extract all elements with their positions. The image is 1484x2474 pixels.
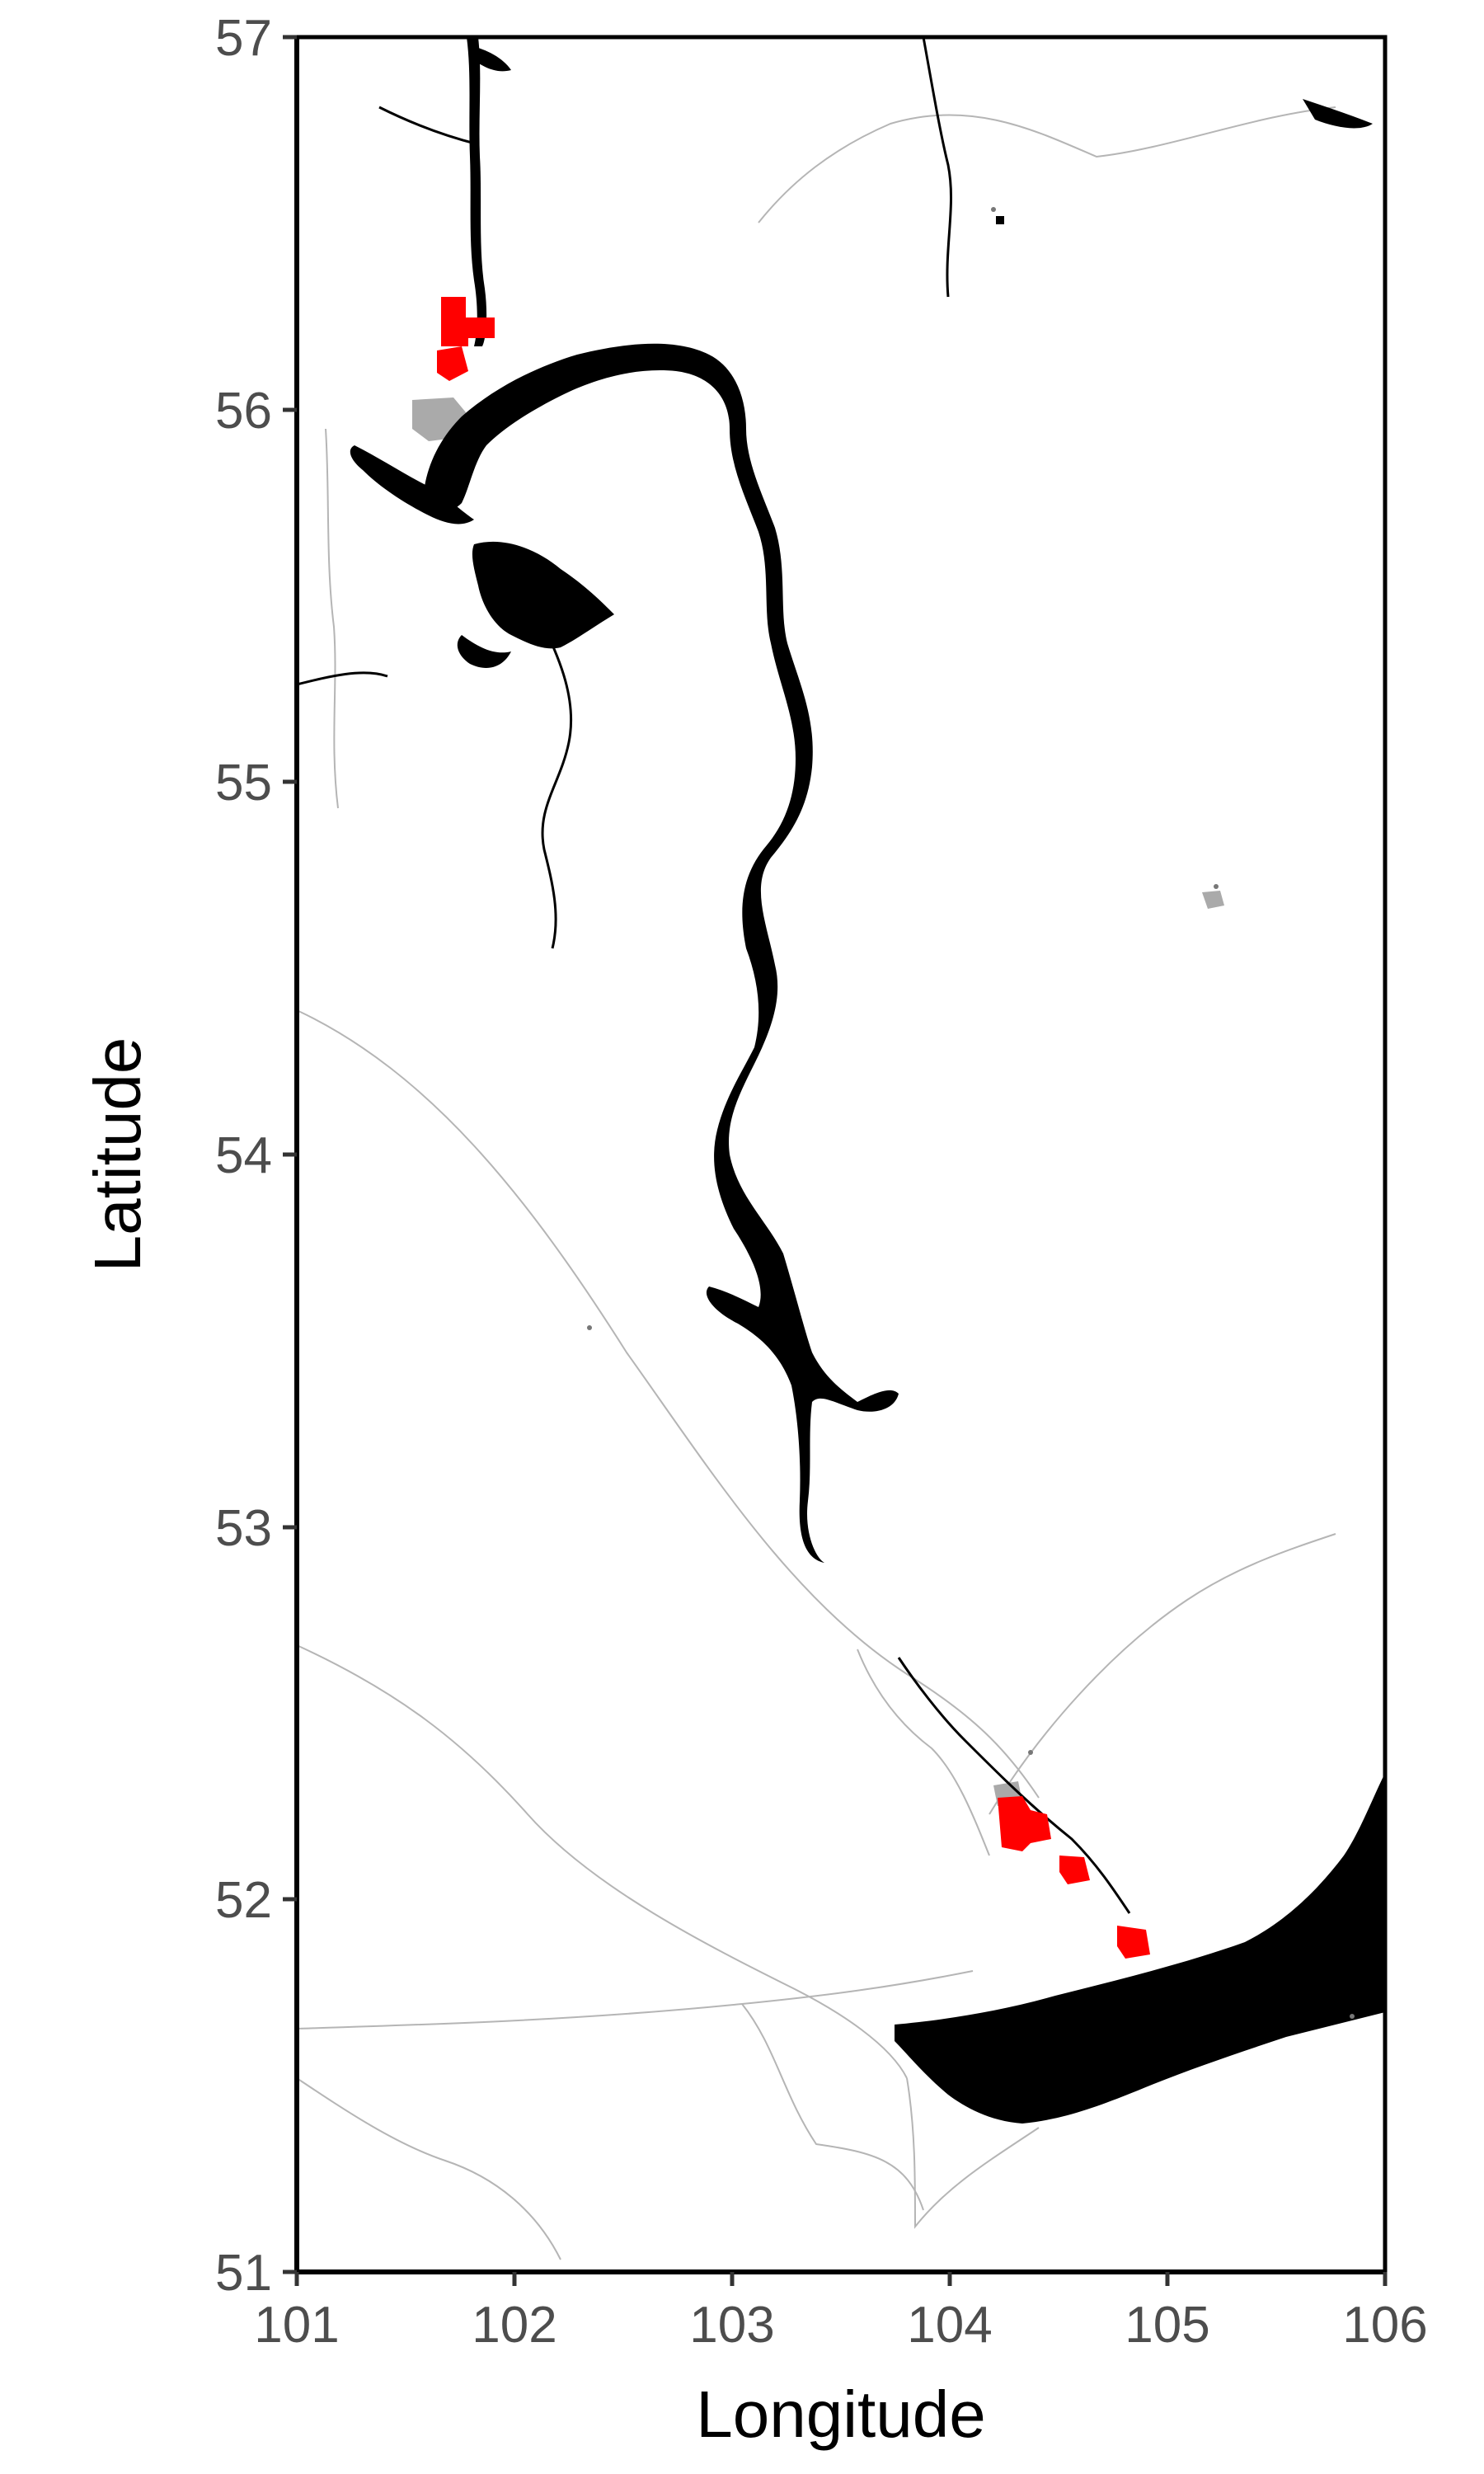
x-tick-label: 106 (1342, 2297, 1427, 2354)
water-bodies (350, 37, 1385, 2124)
town-marker (587, 1325, 592, 1330)
settlement-area (1202, 891, 1224, 909)
x-tick-labels: 101 102 103 104 105 106 (254, 2297, 1427, 2354)
river-line (538, 618, 573, 949)
road-line (989, 1533, 1336, 1815)
road-line (296, 1644, 908, 2079)
y-tick-label: 54 (215, 1127, 272, 1184)
x-tick-label: 103 (689, 2297, 774, 2354)
y-tick-label: 57 (215, 10, 272, 67)
highlight-segment (1059, 1856, 1090, 1884)
road-network (296, 106, 1336, 2260)
water-fragment (996, 216, 1004, 224)
y-tick-label: 53 (215, 1500, 272, 1557)
road-line (857, 1649, 990, 1856)
river-line (378, 106, 479, 146)
river-line (922, 36, 952, 298)
x-tick-label: 102 (472, 2297, 556, 2354)
water-fragment (1303, 99, 1373, 129)
road-line (296, 2077, 561, 2260)
town-marker (1028, 1750, 1033, 1755)
road-line (758, 106, 1336, 223)
x-tick-label: 104 (907, 2297, 992, 2354)
y-tick-label: 51 (215, 2245, 272, 2302)
river-line (296, 671, 388, 686)
road-line (325, 428, 339, 809)
town-marker (991, 207, 996, 212)
lake-southeast (895, 1773, 1385, 2124)
town-marker (1350, 2014, 1355, 2019)
highlight-segment (1117, 1926, 1150, 1959)
road-line (741, 2003, 924, 2211)
x-tick-label: 105 (1125, 2297, 1209, 2354)
reservoir-west-arm (350, 445, 474, 524)
road-line (906, 2077, 1040, 2229)
reservoir-west-lobe (472, 541, 614, 649)
highlight-segment (441, 297, 495, 346)
highlighted-segments (437, 297, 1150, 1959)
y-axis-title: Latitude (81, 1037, 154, 1272)
rivers (296, 36, 1131, 1914)
upper-river (467, 37, 487, 346)
town-marker (1214, 884, 1219, 889)
y-tick-label: 56 (215, 383, 272, 440)
y-tick-labels: 51 52 53 54 55 56 57 (215, 10, 272, 2302)
y-tick-label: 52 (215, 1872, 272, 1929)
y-tick-label: 55 (215, 755, 272, 811)
river-line (897, 1657, 1131, 1914)
x-axis-title: Longitude (696, 2378, 985, 2451)
road-line (296, 1009, 1040, 1799)
reservoir-main (425, 343, 899, 1563)
town-labels (587, 207, 1355, 2019)
water-fragment (470, 45, 511, 72)
x-tick-label: 101 (254, 2297, 339, 2354)
highlight-segment (437, 346, 468, 381)
highlight-segment (998, 1796, 1051, 1851)
road-line (296, 1970, 974, 2030)
x-axis-ticks (294, 2272, 1388, 2286)
y-axis-ticks (283, 35, 297, 2274)
reservoir-arm (457, 635, 511, 668)
